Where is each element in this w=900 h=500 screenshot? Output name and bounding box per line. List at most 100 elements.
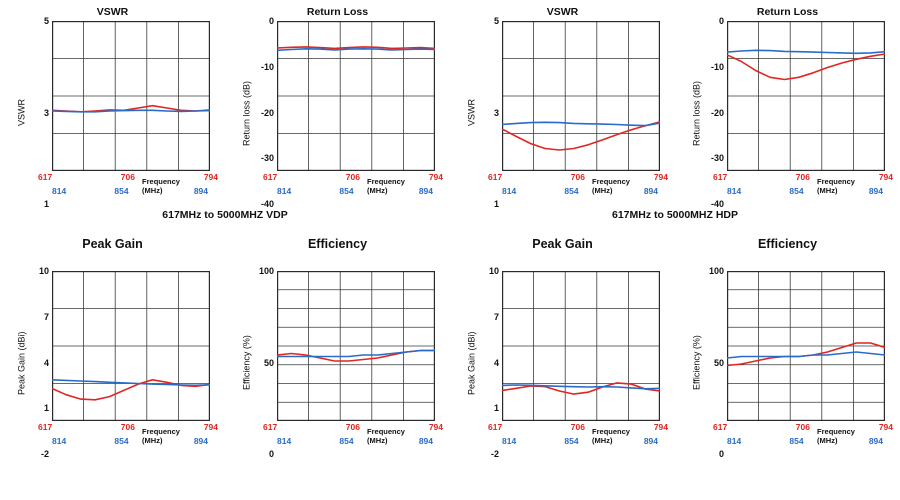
plot-wrap: 617 706 794 814 854 894 Frequency (MHz) [488,271,668,455]
y-tick-label: 1 [43,403,49,414]
y-axis-label: Efficiency (%) [691,335,702,391]
x-tick-label: 794 [878,422,893,432]
x-tick-label: 854 [564,436,579,446]
x-tick-label: 814 [52,436,67,446]
y-tick-label: 5 [493,16,499,26]
x-tick-labels: 617 706 794 814 854 894 Frequency (MHz) [38,171,218,205]
y-tick-labels: 100 50 0 [253,267,277,459]
x-tick-label: 706 [795,172,810,182]
y-axis-label: Return loss (dB) [241,80,252,146]
plot-area [52,21,210,171]
x-tick-label: 894 [643,436,658,446]
chart-body: Efficiency (%) 100 50 0 617 706 794 814 854 894 Fr… [240,267,444,459]
plot-wrap: 617 706 794 814 854 894 Frequency (MHz) [713,21,893,205]
x-tick-label: 617 [263,422,278,432]
plot-border [277,271,435,421]
chart-efficiency-vdp: Efficiency Efficiency (%) 100 50 0 617 706 794 8… [225,235,450,459]
y-axis-label: Peak Gain (dBi) [16,331,27,395]
y-tick-labels: 5 3 1 [478,17,502,209]
x-tick-label: 706 [795,422,810,432]
x-tick-label: 706 [570,422,585,432]
x-axis-label: Frequency (MHz) [367,177,405,195]
y-tick-label: -40 [710,199,724,209]
y-tick-label: -10 [710,61,724,72]
x-tick-label: 854 [339,186,354,196]
x-tick-labels: 617 706 794 814 854 894 Frequency (MHz) [263,421,443,455]
y-tick-label: 10 [488,266,499,276]
y-tick-label: 0 [268,449,274,459]
y-tick-label: 0 [718,449,724,459]
x-tick-label: 617 [263,172,278,182]
x-tick-label: 814 [277,436,292,446]
y-tick-labels: 100 50 0 [703,267,727,459]
y-tick-labels: 10 7 4 1 -2 [478,267,502,459]
series-line-red [277,46,435,50]
plot-border [277,21,435,171]
plot-area [727,21,885,171]
plot-wrap: 617 706 794 814 854 894 Frequency (MHz) [263,271,443,455]
series-line-blue [277,47,435,52]
x-tick-label: 617 [488,422,503,432]
chart-title: Efficiency [757,237,818,251]
x-tick-label: 814 [502,186,517,196]
y-tick-label: 7 [493,311,499,322]
chart-title: Return Loss [306,6,369,18]
x-tick-label: 894 [418,436,433,446]
x-axis-label: Frequency (MHz) [142,177,180,195]
plot-area [502,21,660,171]
x-tick-label: 894 [193,436,208,446]
x-tick-labels: 617 706 794 814 854 894 Frequency (MHz) [713,171,893,205]
y-tick-label: 3 [493,107,499,118]
chart-title: Return Loss [756,6,819,18]
chart-peak-gain-hdp: Peak Gain Peak Gain (dBi) 10 7 4 1 -2 617 706 794… [450,235,675,459]
x-tick-labels: 617 706 794 814 854 894 Frequency (MHz) [263,171,443,205]
series-line-red [727,53,885,81]
x-tick-label: 617 [38,422,53,432]
plot-wrap: 617 706 794 814 854 894 Frequency (MHz) [38,271,218,455]
y-tick-label: 100 [708,266,724,276]
plot-area [277,271,435,421]
x-tick-label: 794 [428,422,443,432]
y-tick-label: 0 [718,16,724,26]
series-line-blue [277,349,435,358]
x-tick-label: 854 [339,436,354,446]
x-tick-label: 814 [727,436,742,446]
chart-title: Peak Gain [532,237,593,251]
y-tick-label: -2 [490,449,499,459]
chart-vswr-hdp: VSWR VSWR 5 3 1 617 706 794 814 854 894 Frequency (… [450,4,675,209]
y-axis-label: Efficiency (%) [241,335,252,391]
chart-body: Peak Gain (dBi) 10 7 4 1 -2 617 706 794 814 854 894… [15,267,219,459]
y-tick-label: 0 [268,16,274,26]
x-tick-label: 814 [502,436,517,446]
series-line-blue [502,121,660,127]
x-tick-labels: 617 706 794 814 854 894 Frequency (MHz) [713,421,893,455]
x-tick-label: 894 [868,436,883,446]
y-tick-label: -30 [260,153,274,164]
x-axis-label: Frequency (MHz) [142,427,180,445]
x-tick-label: 854 [114,436,129,446]
series-line-blue [502,384,660,390]
chart-body: Peak Gain (dBi) 10 7 4 1 -2 617 706 794 814 854 894… [465,267,669,459]
chart-return-loss-hdp: Return Loss Return loss (dB) 0 -10 -20 -30 -40… [675,4,900,209]
chart-body: Return loss (dB) 0 -10 -20 -30 -40 617 706 794 81… [690,17,894,209]
x-tick-label: 794 [653,422,668,432]
x-tick-label: 854 [564,186,579,196]
x-tick-label: 617 [713,172,728,182]
chart-title: Peak Gain [82,237,143,251]
y-tick-label: 5 [43,16,49,26]
y-tick-label: -10 [260,61,274,72]
x-tick-label: 894 [643,186,658,196]
x-axis-label: Frequency (MHz) [367,427,405,445]
section-labels: 617MHz to 5000MHZ VDP 617MHz to 5000MHZ … [0,205,900,225]
x-tick-labels: 617 706 794 814 854 894 Frequency (MHz) [38,421,218,455]
x-axis-label: Frequency (MHz) [592,427,630,445]
x-tick-label: 794 [653,172,668,182]
section-label-vdp: 617MHz to 5000MHZ VDP [162,209,288,221]
x-tick-label: 706 [120,422,135,432]
y-tick-label: 4 [43,357,49,368]
y-tick-label: 1 [43,199,49,209]
chart-vswr-vdp: VSWR VSWR 5 3 1 617 706 794 814 854 894 Frequency (… [0,4,225,209]
chart-body: Return loss (dB) 0 -10 -20 -30 -40 617 706 794 81… [240,17,444,209]
x-tick-label: 854 [789,436,804,446]
y-tick-label: 4 [493,357,499,368]
